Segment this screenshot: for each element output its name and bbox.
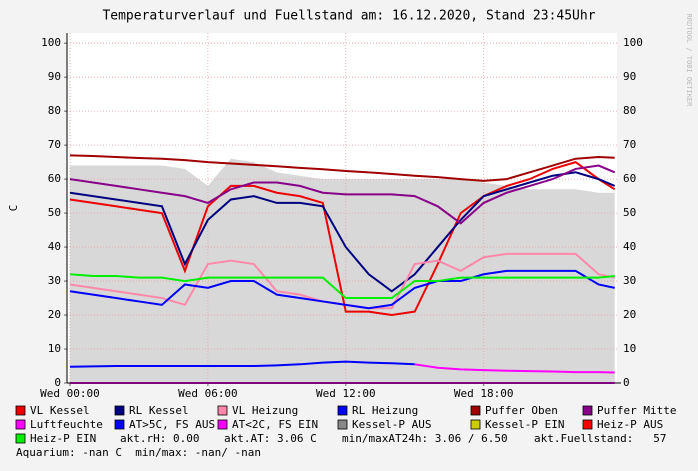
y2-tick-label: 30: [623, 274, 636, 287]
legend-swatch: [114, 405, 125, 416]
legend-swatch: [582, 405, 593, 416]
y2-tick-label: 80: [623, 104, 636, 117]
legend-label: Puffer Mitte: [597, 404, 676, 417]
line: [69, 269, 615, 310]
legend-swatch: [15, 405, 26, 416]
line: [69, 360, 415, 368]
y-tick-label: 80: [48, 104, 61, 117]
legend-swatch: [337, 419, 348, 430]
area: [69, 158, 615, 383]
legend-swatch: [470, 405, 481, 416]
y-tick-label: 90: [48, 70, 61, 83]
y2-tick-label: 40: [623, 240, 636, 253]
legend-label: RL Kessel: [129, 404, 189, 417]
legend-swatch: [582, 419, 593, 430]
legend-label: Puffer Oben: [485, 404, 558, 417]
y-tick-label: 60: [48, 172, 61, 185]
y2-tick-label: 70: [623, 138, 636, 151]
info-text: Aquarium: -nan C min/max: -nan/ -nan: [16, 446, 261, 459]
legend-label: RL Heizung: [352, 404, 418, 417]
y2-tick-label: 90: [623, 70, 636, 83]
y-tick-label: 20: [48, 308, 61, 321]
line: [69, 161, 616, 317]
y2-tick-label: 10: [623, 342, 636, 355]
y2-tick-label: 100: [623, 36, 643, 49]
line: [69, 154, 615, 182]
y-axis-label: C: [7, 205, 20, 212]
y-tick-label: 0: [54, 376, 61, 389]
y2-tick-label: 50: [623, 206, 636, 219]
watermark: RRDTOOL / TOBI OETIKER: [685, 14, 693, 108]
legend-swatch: [15, 433, 26, 444]
y-tick-label: 10: [48, 342, 61, 355]
legend-label: VL Heizung: [232, 404, 298, 417]
info-text: akt.AT: 3.06 C: [224, 432, 317, 445]
y2-tick-label: 60: [623, 172, 636, 185]
line: [69, 171, 616, 293]
y-tick-label: 30: [48, 274, 61, 287]
info-text: akt.Fuellstand: 57: [534, 432, 666, 445]
legend-swatch: [337, 405, 348, 416]
x-tick-label: Wed 00:00: [40, 387, 100, 400]
line: [69, 164, 616, 225]
legend-label: Kessel-P AUS: [352, 418, 431, 431]
x-tick-label: Wed 18:00: [454, 387, 514, 400]
line: [414, 363, 615, 374]
y2-tick-label: 20: [623, 308, 636, 321]
info-text: akt.rH: 0.00: [120, 432, 199, 445]
y-tick-label: 70: [48, 138, 61, 151]
x-tick-label: Wed 12:00: [316, 387, 376, 400]
y-tick-label: 40: [48, 240, 61, 253]
legend-swatch: [114, 419, 125, 430]
y-tick-label: 50: [48, 206, 61, 219]
legend-swatch: [217, 405, 228, 416]
legend-swatch: [217, 419, 228, 430]
legend-label: AT<2C, FS EIN: [232, 418, 318, 431]
legend-swatch: [470, 419, 481, 430]
y-tick-label: 100: [41, 36, 61, 49]
legend-label: Heiz-P AUS: [597, 418, 663, 431]
chart-title: Temperaturverlauf und Fuellstand am: 16.…: [102, 9, 595, 24]
legend-label: Kessel-P EIN: [485, 418, 564, 431]
legend-swatch: [15, 419, 26, 430]
legend-label: VL Kessel: [30, 404, 90, 417]
legend-label: Luftfeuchte: [30, 418, 103, 431]
info-text: min/maxAT24h: 3.06 / 6.50: [342, 432, 508, 445]
y2-tick-label: 0: [623, 376, 630, 389]
x-tick-label: Wed 06:00: [178, 387, 238, 400]
legend-label: Heiz-P EIN: [30, 432, 96, 445]
legend-label: AT>5C, FS AUS: [129, 418, 215, 431]
line: [69, 273, 615, 300]
